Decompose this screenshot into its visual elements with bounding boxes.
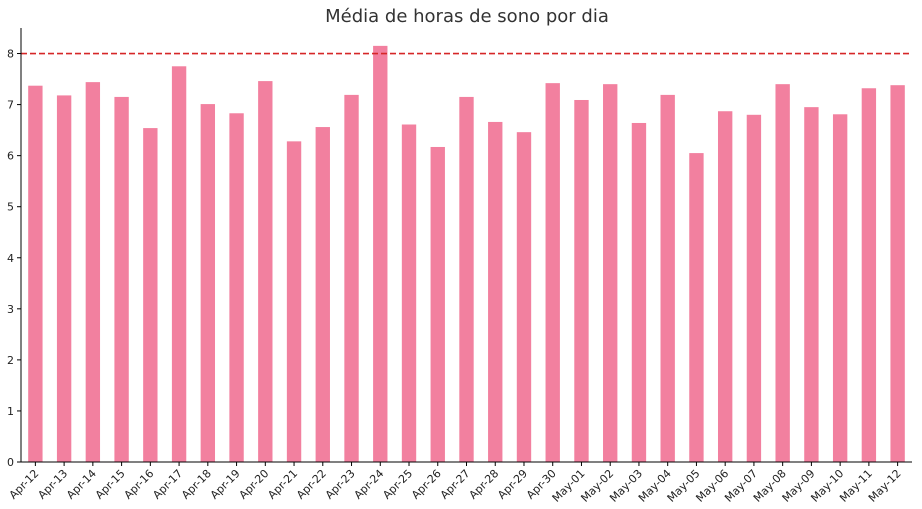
bar-May-07 [746,114,762,463]
x-tick-label: Apr-13 [35,467,70,502]
x-tick-label: Apr-16 [122,467,157,502]
y-tick-label: 2 [7,354,14,367]
y-tick-label: 7 [7,99,14,112]
bar-May-12 [890,85,905,462]
bar-May-02 [603,84,618,462]
y-tick-label: 4 [7,252,14,265]
bar-Apr-26 [430,146,445,462]
x-tick-label: Apr-12 [7,467,42,502]
bar-May-03 [631,122,647,462]
bar-Apr-16 [143,128,158,462]
bar-May-10 [832,114,848,462]
bar-May-11 [861,88,877,462]
x-tick-label: May-12 [866,467,904,505]
bar-Apr-28 [488,121,503,462]
bar-Apr-17 [171,66,187,462]
x-tick-label: Apr-22 [294,467,329,502]
x-tick-label: Apr-25 [380,467,415,502]
y-tick-label: 3 [7,303,14,316]
bar-May-08 [775,84,790,462]
bars-group [28,45,905,463]
bar-May-06 [717,111,733,462]
y-axis: 0 1 2 3 4 5 6 7 8 [7,28,22,469]
x-tick-label: Apr-17 [150,467,185,502]
bar-Apr-14 [85,82,101,463]
chart-title: Média de horas de sono por dia [325,6,609,27]
bar-Apr-23 [344,94,359,462]
bar-Apr-12 [28,85,43,462]
y-tick-label: 6 [7,150,14,163]
bar-Apr-22 [315,127,330,463]
bar-Apr-29 [516,132,532,462]
bar-May-09 [804,107,819,462]
x-tick-label: Apr-19 [208,467,243,502]
bar-May-04 [660,94,675,462]
x-tick-label: Apr-26 [409,467,444,502]
bar-Apr-27 [459,96,474,463]
x-tick-label: Apr-20 [237,467,272,502]
bar-Apr-20 [258,81,273,462]
x-tick-label: Apr-29 [495,467,530,502]
bar-Apr-21 [286,141,302,462]
bar-Apr-30 [545,83,560,462]
x-tick-label: Apr-15 [93,467,128,502]
bar-Apr-24 [373,45,388,463]
x-tick-label: Apr-14 [64,467,99,502]
y-tick-label: 8 [7,48,14,61]
x-axis: Apr-12Apr-13Apr-14Apr-15Apr-16Apr-17Apr-… [7,461,912,505]
bar-May-01 [574,99,589,463]
bar-Apr-18 [200,104,216,462]
bar-Apr-15 [114,96,129,463]
y-tick-label: 0 [7,456,14,469]
bar-May-05 [689,153,704,462]
x-tick-label: Apr-28 [467,467,502,502]
x-tick-label: Apr-23 [323,467,358,502]
x-tick-label: Apr-24 [352,467,387,502]
x-tick-label: Apr-27 [438,467,473,502]
y-tick-label: 1 [7,405,14,418]
x-tick-label: Apr-21 [265,467,300,502]
bar-Apr-13 [56,95,72,463]
bar-Apr-25 [401,124,417,462]
x-tick-label: Apr-18 [179,467,214,502]
bar-Apr-19 [229,113,244,463]
y-tick-label: 5 [7,201,14,214]
